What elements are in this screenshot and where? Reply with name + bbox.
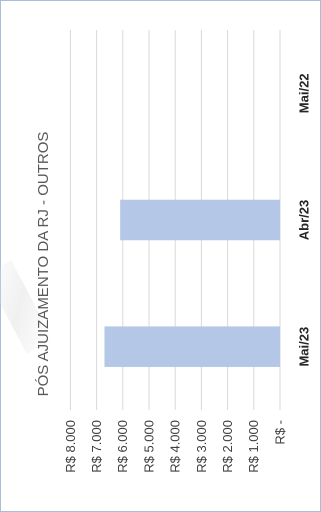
value-tick-label: R$ 2.000: [220, 420, 235, 473]
value-tick-label: R$ 6.000: [115, 420, 130, 473]
bar-abr-23: [120, 199, 281, 241]
category-tick-label: Mai/22: [296, 73, 311, 113]
category-tick-label: Abr/23: [296, 200, 311, 240]
bars: [104, 199, 281, 367]
value-axis-tick-labels: R$ - R$ 1.000 R$ 2.000 R$ 3.000 R$ 4.000 R$ 5…: [63, 420, 288, 473]
value-tick-label: R$ -: [272, 420, 287, 445]
value-tick-label: R$ 3.000: [194, 420, 209, 473]
bar-mai-23: [104, 326, 281, 367]
value-tick-label: R$ 5.000: [141, 420, 156, 473]
category-tick-label: Mai/23: [296, 327, 311, 367]
category-axis-tick-labels: Mai/23 Abr/23 Mai/22: [296, 73, 311, 366]
value-tick-label: R$ 4.000: [168, 420, 183, 473]
value-tick-label: R$ 7.000: [89, 420, 104, 473]
value-tick-label: R$ 1.000: [246, 420, 261, 473]
value-tick-label: R$ 8.000: [63, 420, 78, 473]
chart-title: PÓS AJUIZAMENTO DA RJ - OUTROS: [35, 132, 52, 397]
